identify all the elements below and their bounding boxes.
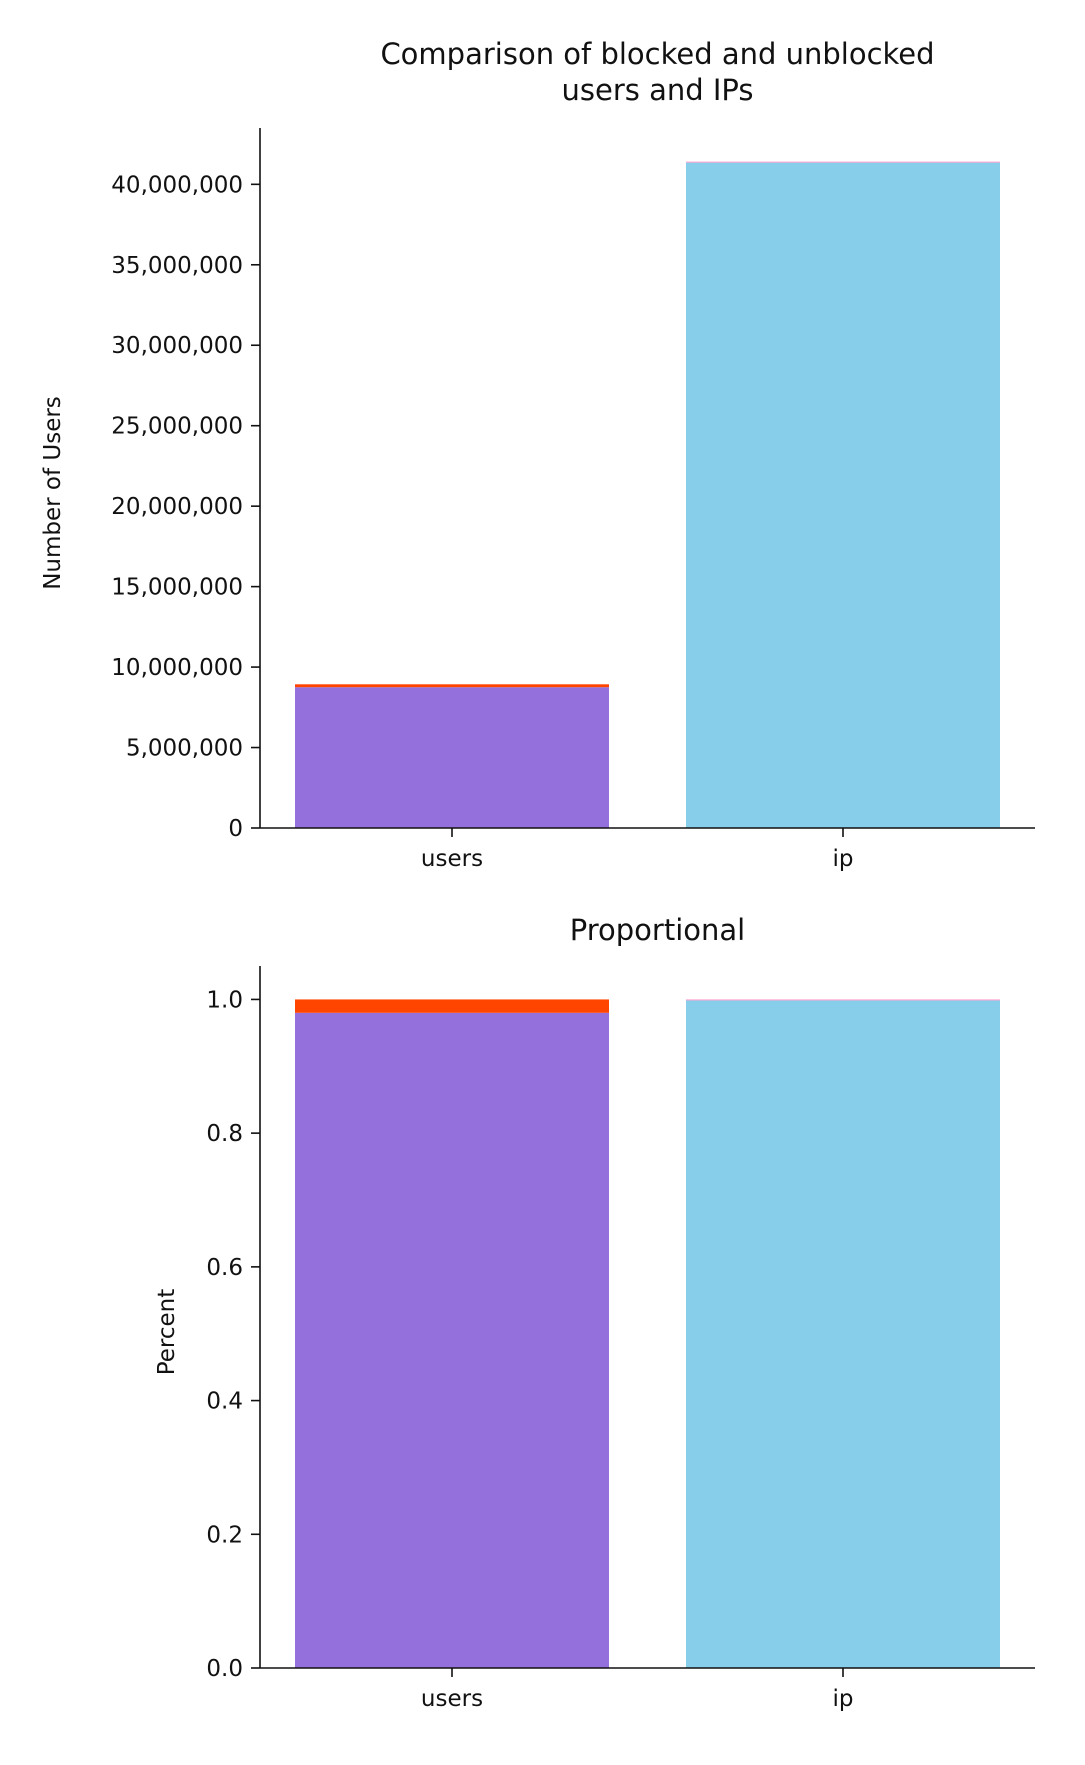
bar-ip-segment-0: [686, 162, 1000, 828]
x-tick-label-ip: ip: [833, 846, 854, 872]
y-tick-label: 10,000,000: [111, 655, 243, 681]
x-tick-label-users: users: [421, 846, 483, 872]
bar-ip-segment-1: [686, 161, 1000, 163]
y-tick-label: 15,000,000: [111, 575, 243, 601]
bar-ip-segment-0: [686, 1000, 1000, 1668]
chart-title: Proportional: [570, 913, 745, 947]
x-tick-label-users: users: [421, 1686, 483, 1712]
y-tick-label: 30,000,000: [111, 333, 243, 359]
y-tick-label: 40,000,000: [111, 172, 243, 198]
y-tick-label: 0.0: [206, 1656, 243, 1682]
x-tick-label-ip: ip: [833, 1686, 854, 1712]
bar-users-segment-0: [295, 687, 609, 828]
y-axis-label: Percent: [154, 1289, 180, 1376]
y-tick-label: 25,000,000: [111, 414, 243, 440]
y-tick-label: 35,000,000: [111, 253, 243, 279]
chart-panel-absolute: Comparison of blocked and unblockedusers…: [40, 37, 1035, 872]
y-tick-label: 0.6: [206, 1255, 243, 1281]
y-tick-label: 5,000,000: [126, 736, 243, 762]
chart-panel-proportional: Proportional 0.0 0.2 0.4 0.6 0.8 1.0 users ip Per…: [154, 913, 1035, 1712]
y-tick-label: 1.0: [206, 987, 243, 1013]
chart-title: users and IPs: [562, 73, 754, 107]
y-tick-label: 0.2: [206, 1522, 243, 1548]
y-tick-label: 0.4: [206, 1389, 243, 1415]
y-tick-label: 20,000,000: [111, 494, 243, 520]
y-tick-label: 0: [228, 816, 243, 842]
y-axis-label: Number of Users: [40, 396, 66, 590]
bar-ip-segment-1: [686, 999, 1000, 1001]
bar-users-segment-0: [295, 1012, 609, 1668]
bar-users-segment-1: [295, 684, 609, 688]
y-tick-label: 0.8: [206, 1121, 243, 1147]
bar-users-segment-1: [295, 999, 609, 1013]
chart-title: Comparison of blocked and unblocked: [380, 37, 934, 71]
